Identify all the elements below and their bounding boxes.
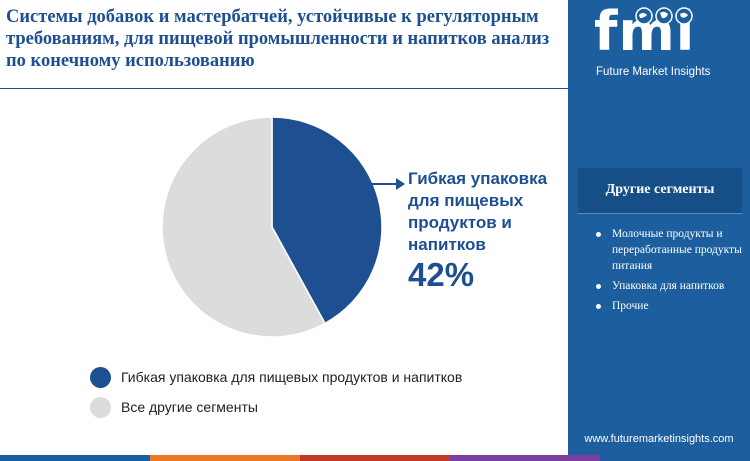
bottom-bar-segment <box>300 455 450 461</box>
list-item: Прочие <box>596 298 742 314</box>
bottom-color-bar <box>0 455 750 461</box>
pie-slice-0 <box>271 116 383 325</box>
globe-icon <box>635 7 693 25</box>
pie-slice-1 <box>161 116 327 338</box>
callout-label: Гибкая упаковка для пищевых продуктов и … <box>408 169 548 254</box>
bottom-bar-segment <box>600 455 750 461</box>
bottom-bar-segment <box>150 455 300 461</box>
other-segments-title: Другие сегменты <box>605 182 715 197</box>
legend-label: Гибкая упаковка для пищевых продуктов и … <box>121 369 463 385</box>
chart-legend: Гибкая упаковка для пищевых продуктов и … <box>90 366 462 426</box>
legend-swatch <box>90 366 111 388</box>
sidebar: fmi Future Market Insights Другие сегмен… <box>568 0 750 455</box>
legend-label: Все другие сегменты <box>121 399 258 415</box>
callout-arrow-icon <box>372 178 405 190</box>
list-item: Молочные продукты и переработанные проду… <box>596 226 742 274</box>
logo-subtitle: Future Market Insights <box>596 66 711 78</box>
other-segments-list: Молочные продукты и переработанные проду… <box>596 226 742 318</box>
other-segments-header: Другие сегменты <box>578 168 742 214</box>
website-link[interactable]: www.futuremarketinsights.com <box>584 433 734 445</box>
page-title: Системы добавок и мастербатчей, устойчив… <box>6 7 550 71</box>
list-item: Упаковка для напитков <box>596 278 742 294</box>
legend-swatch <box>90 396 111 418</box>
legend-item-other-segments: Все другие сегменты <box>90 396 462 418</box>
title-divider <box>0 88 568 89</box>
pie-chart <box>161 116 383 338</box>
fmi-logo: fmi Future Market Insights <box>568 0 750 92</box>
legend-item-flexible-packaging: Гибкая упаковка для пищевых продуктов и … <box>90 366 462 388</box>
bottom-bar-segment <box>450 455 600 461</box>
bottom-bar-segment <box>0 455 150 461</box>
callout-value: 42% <box>408 256 475 293</box>
